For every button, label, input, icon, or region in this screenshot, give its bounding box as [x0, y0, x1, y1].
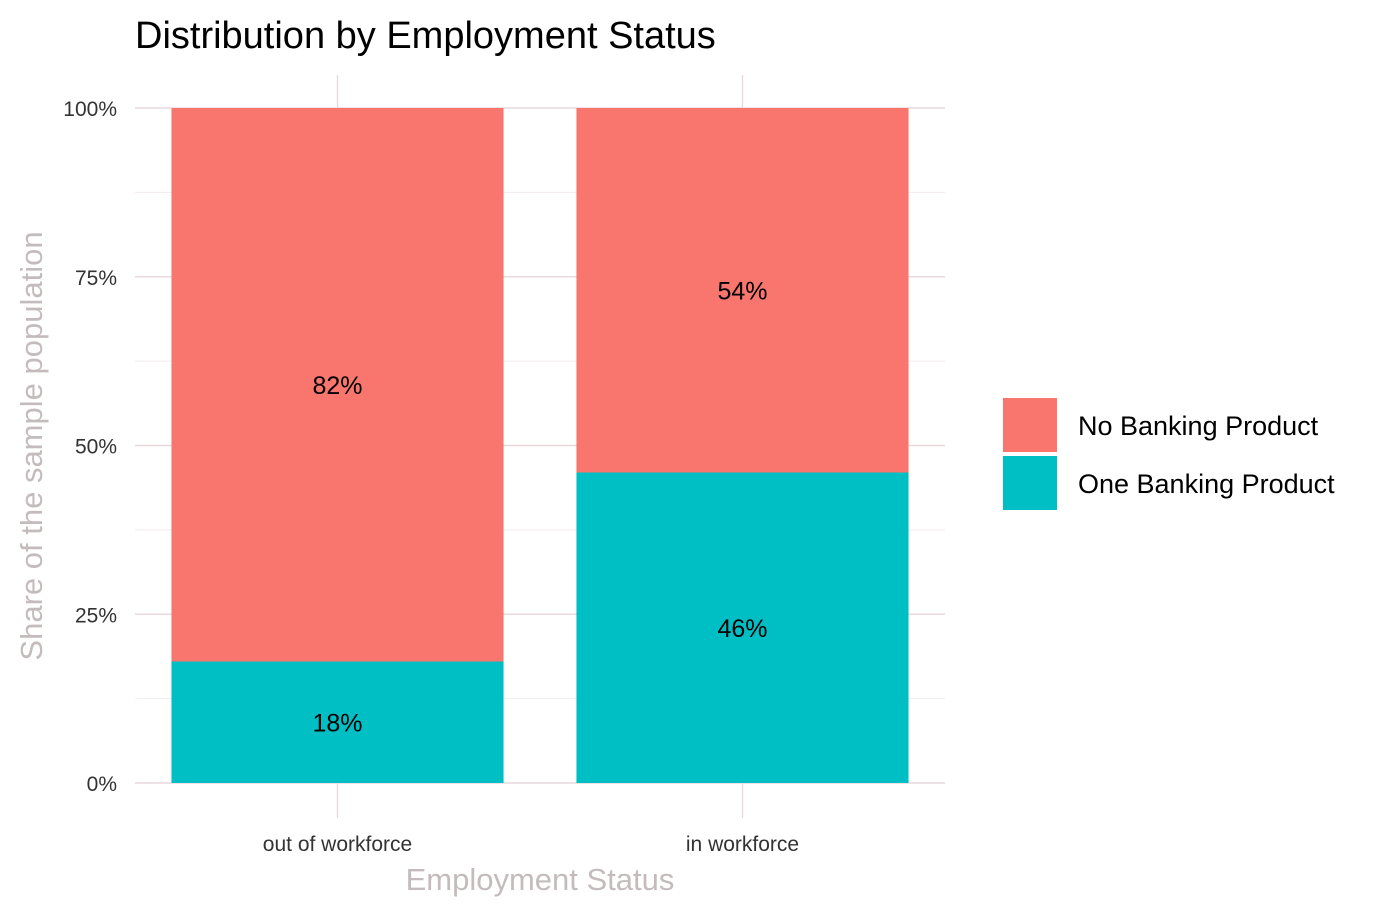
y-tick-label: 50%: [75, 436, 117, 459]
y-axis-ticks: 0% 25% 50% 75% 100%: [63, 98, 117, 796]
chart-title: Distribution by Employment Status: [135, 15, 716, 57]
bar-value-label: 18%: [312, 709, 362, 737]
bar-value-label: 46%: [717, 615, 767, 643]
bar-value-label: 82%: [312, 372, 362, 400]
bar-segment: [171, 661, 504, 783]
bar-segment: [576, 472, 909, 783]
legend-key: [1003, 456, 1057, 510]
x-tick-label: in workforce: [686, 833, 799, 856]
x-axis-title: Employment Status: [406, 862, 675, 897]
bar-segment: [576, 108, 909, 473]
bar-labels-group: 18% 82% 46% 54%: [312, 277, 767, 737]
bar-segment: [171, 108, 504, 662]
x-axis-ticks: out of workforce in workforce: [263, 833, 799, 856]
y-tick-label: 25%: [75, 604, 117, 627]
x-tick-label: out of workforce: [263, 833, 412, 856]
y-axis-title: Share of the sample population: [14, 231, 49, 660]
bar-value-label: 54%: [717, 277, 767, 305]
y-tick-label: 0%: [87, 773, 117, 796]
y-tick-label: 75%: [75, 267, 117, 290]
y-tick-label: 100%: [63, 98, 117, 121]
legend-key: [1003, 398, 1057, 452]
legend-label: No Banking Product: [1078, 411, 1319, 441]
legend: No Banking Product One Banking Product: [1003, 398, 1335, 510]
bars-group: [171, 108, 909, 783]
legend-label: One Banking Product: [1078, 469, 1335, 499]
